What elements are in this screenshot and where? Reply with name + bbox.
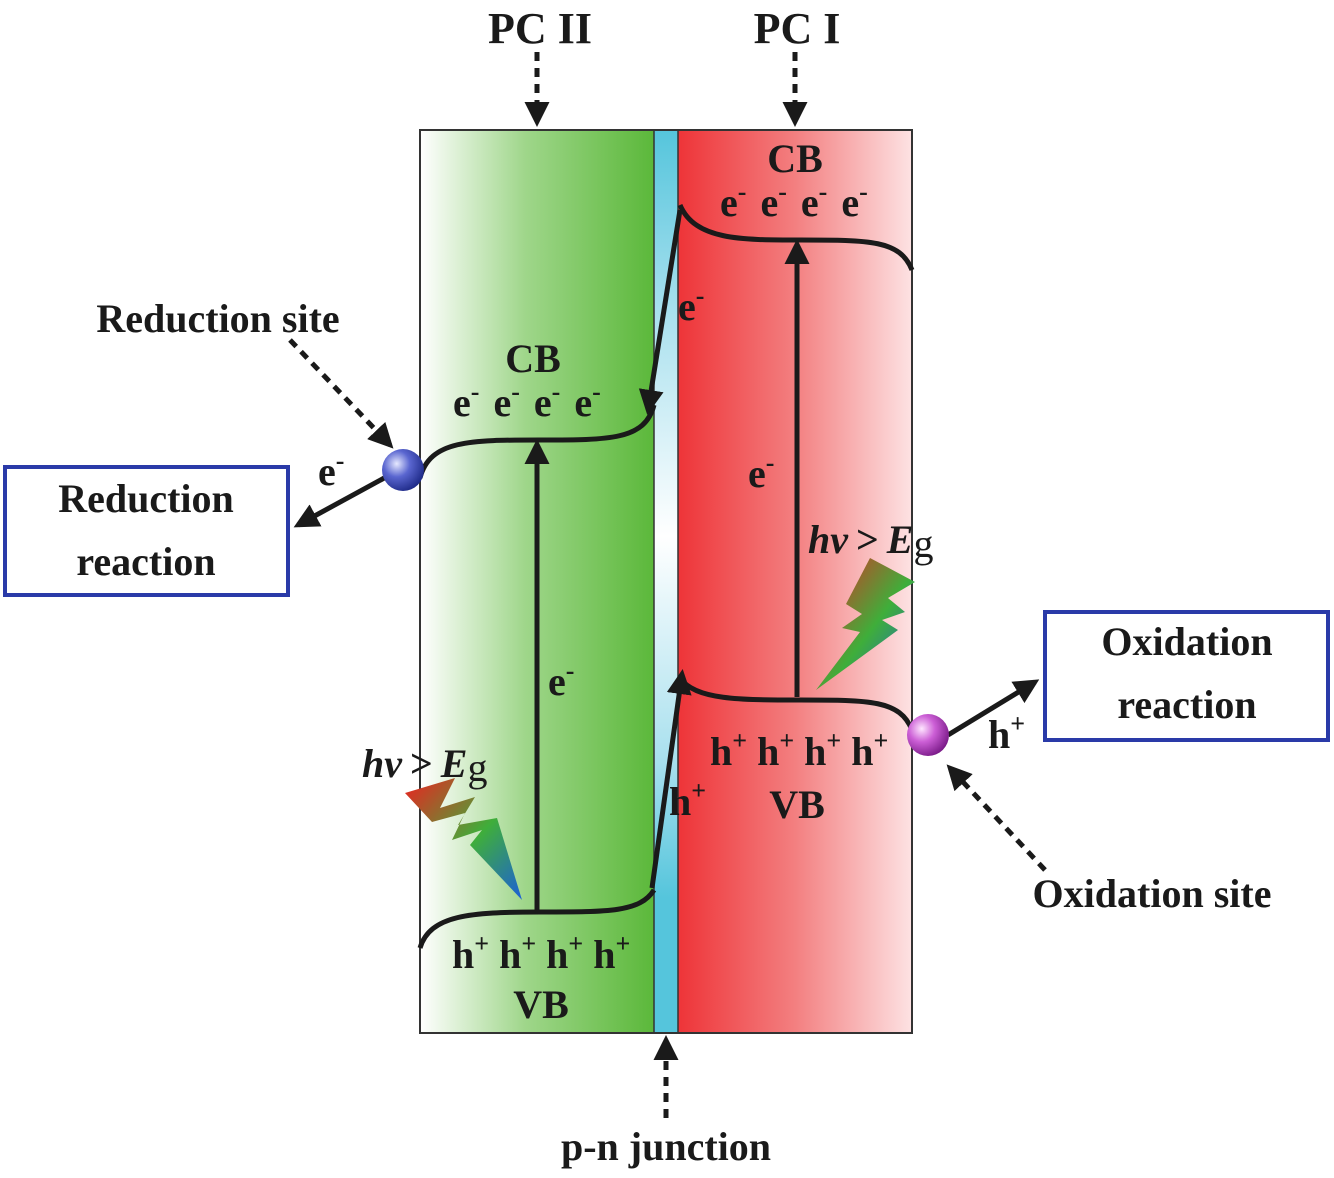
reduction-reaction-box — [3, 465, 290, 597]
pc2-vb-label: VB — [513, 982, 569, 1027]
pc2-label: PC II — [488, 4, 592, 53]
pc2-lightning-bolt-icon — [405, 778, 522, 900]
pc1-cb-electrons: e- e- e- e- — [720, 164, 868, 225]
pc2-vb-holes: h+ h+ h+ h+ — [452, 916, 630, 977]
pc1-vb-holes: h+ h+ h+ h+ — [710, 713, 888, 774]
hole-transfer-arrow — [649, 669, 692, 889]
pc1-excitation-electron: e- — [748, 448, 774, 496]
pc1-vb-band — [677, 676, 915, 732]
oxidation-box-line2: reaction — [1117, 682, 1256, 727]
pc2-cb-electrons: e- e- e- e- — [453, 364, 601, 425]
pc1-cb-label: CB — [767, 136, 823, 181]
pn-junction-layer — [654, 130, 678, 1033]
reduction-site-pointer — [288, 338, 394, 449]
pc2-photon-energy: hv > Eg — [362, 741, 487, 790]
oxidation-hole-label: h+ — [988, 709, 1025, 757]
oxidation-site-pointer — [946, 764, 1047, 872]
reduction-site-label: Reduction site — [96, 296, 339, 341]
junction-electron-label: e- — [678, 281, 704, 329]
junction-hole-label: h+ — [669, 776, 706, 824]
pc1-lightning-bolt-icon — [816, 558, 915, 690]
pn-junction-label: p-n junction — [561, 1124, 771, 1169]
pc1-vb-label: VB — [769, 782, 825, 827]
oxidation-box-line1: Oxidation — [1101, 619, 1272, 664]
pc1-label: PC I — [754, 4, 841, 53]
oxidation-reaction-box — [1043, 610, 1330, 742]
reduction-reaction-arrow — [293, 474, 388, 528]
pc2-excitation-electron: e- — [548, 656, 574, 704]
oxidation-site-sphere-icon — [907, 714, 949, 756]
reduction-electron-label: e- — [318, 446, 344, 494]
oxidation-site-label: Oxidation site — [1033, 871, 1272, 916]
reduction-box-line1: Reduction — [58, 476, 234, 521]
oxidation-reaction-arrow — [946, 679, 1040, 738]
reduction-site-sphere-icon — [382, 449, 424, 491]
pc2-cb-label: CB — [505, 336, 561, 381]
pc1-photon-energy: hv > Eg — [808, 517, 933, 566]
electron-transfer-arrow — [638, 209, 683, 415]
reduction-box-line2: reaction — [76, 539, 215, 584]
pc2-vb-band — [417, 888, 657, 949]
